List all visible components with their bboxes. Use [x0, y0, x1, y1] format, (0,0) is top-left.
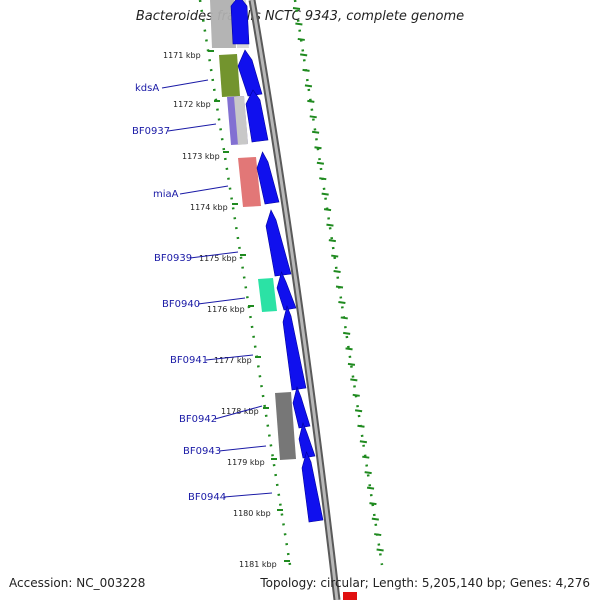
gc-dash: [340, 316, 348, 320]
gene-leader-line: [218, 445, 267, 452]
gc-dash: [354, 409, 363, 413]
topology-text: Topology: circular; Length: 5,205,140 bp…: [260, 576, 590, 590]
gc-dash: [350, 378, 358, 382]
gc-dash: [323, 208, 332, 212]
feature-block: [238, 157, 261, 207]
tick-label: 1181 kbp: [239, 560, 277, 569]
feature-track: [210, 0, 296, 460]
cds-arrow: [276, 271, 297, 311]
gene-label-kdsa: kdsA: [135, 83, 159, 94]
gc-dash: [307, 99, 315, 103]
gene-leader-line: [161, 79, 209, 89]
tick-label: 1179 kbp: [227, 458, 265, 467]
gc-dash: [326, 223, 334, 227]
gc-dash: [345, 347, 353, 351]
gc-dash: [371, 517, 379, 521]
cds-arrow: [301, 451, 324, 523]
tick-label: 1173 kbp: [182, 152, 220, 161]
gc-dash: [328, 239, 336, 243]
tick-label: 1176 kbp: [207, 305, 245, 314]
gc-dash: [359, 440, 368, 444]
tick-label: 1178 kbp: [221, 407, 259, 416]
gc-dash: [316, 161, 325, 165]
gene-leader-line: [223, 492, 273, 498]
gc-dash: [347, 362, 356, 366]
cds-arrow: [256, 151, 280, 205]
feature-block: [219, 54, 240, 97]
gc-dash: [357, 424, 365, 428]
gc-dash: [309, 115, 317, 119]
tick-labels: 1171 kbp 1172 kbp 1173 kbp 1174 kbp 1175 kbp…: [163, 50, 290, 569]
tick-label: 1171 kbp: [163, 51, 201, 60]
gene-leader-line: [197, 297, 246, 305]
gc-dash: [338, 300, 346, 304]
gc-dash: [376, 548, 384, 552]
cds-arrow: [237, 49, 263, 97]
gene-label-bf0940: BF0940: [162, 299, 200, 310]
backbone-highlight: [250, 0, 339, 600]
gene-leader-line: [205, 354, 254, 361]
gc-dash: [314, 146, 322, 150]
red-feature-block: [343, 592, 357, 600]
gc-dash: [352, 393, 360, 397]
cds-arrow: [292, 386, 311, 429]
gc-dash: [292, 7, 301, 10]
gc-dash: [343, 331, 351, 335]
gc-dash: [331, 254, 339, 258]
gene-labels: kdsA BF0937 miaA BF0939 BF0940 BF0941 BF0942 BF…: [132, 79, 273, 503]
gc-dash: [335, 285, 344, 289]
gc-dash: [362, 455, 370, 459]
tick-label: 1177 kbp: [214, 356, 252, 365]
gc-dash: [364, 471, 372, 475]
backbone-track: [248, 0, 357, 600]
tick-label: 1175 kbp: [199, 254, 237, 263]
feature-block: [275, 392, 296, 460]
cds-arrow: [282, 305, 307, 391]
cds-arrow: [230, 0, 250, 45]
gc-dash: [304, 84, 313, 88]
gene-leader-line: [214, 405, 263, 420]
gc-dash: [319, 177, 327, 181]
cds-track: [230, 0, 324, 523]
feature-stripe: [234, 96, 248, 145]
gene-leader-line: [179, 185, 229, 195]
tick-label: 1172 kbp: [173, 100, 211, 109]
gene-label-bf0941: BF0941: [170, 355, 208, 366]
gc-dash: [297, 37, 305, 41]
tick-label: 1180 kbp: [233, 509, 271, 518]
gene-label-bf0943: BF0943: [183, 446, 221, 457]
gc-dash: [321, 192, 329, 196]
gc-dash: [311, 130, 320, 134]
feature-block: [258, 278, 277, 312]
gene-label-bf0944: BF0944: [188, 492, 226, 503]
gc-dash: [369, 502, 377, 506]
feature-block: [210, 0, 236, 48]
gene-label-bf0939: BF0939: [154, 253, 192, 264]
gene-label-bf0937: BF0937: [132, 126, 170, 137]
gc-dash: [300, 53, 308, 57]
gc-skew-track: [198, 0, 384, 566]
gc-dash: [302, 68, 310, 72]
gc-dash: [333, 270, 341, 274]
tick-label: 1174 kbp: [190, 203, 228, 212]
gc-dash: [295, 22, 303, 26]
gc-dash: [366, 486, 375, 490]
gene-label-bf0942: BF0942: [179, 414, 217, 425]
accession-text: Accession: NC_003228: [9, 576, 146, 590]
gene-leader-line: [167, 123, 217, 132]
cds-arrow: [265, 209, 292, 277]
gc-dash: [374, 533, 382, 537]
gene-label-miaa: miaA: [153, 189, 179, 200]
gene-leader-line: [189, 251, 239, 259]
cds-arrow: [298, 422, 316, 459]
cds-arrow: [245, 89, 269, 143]
